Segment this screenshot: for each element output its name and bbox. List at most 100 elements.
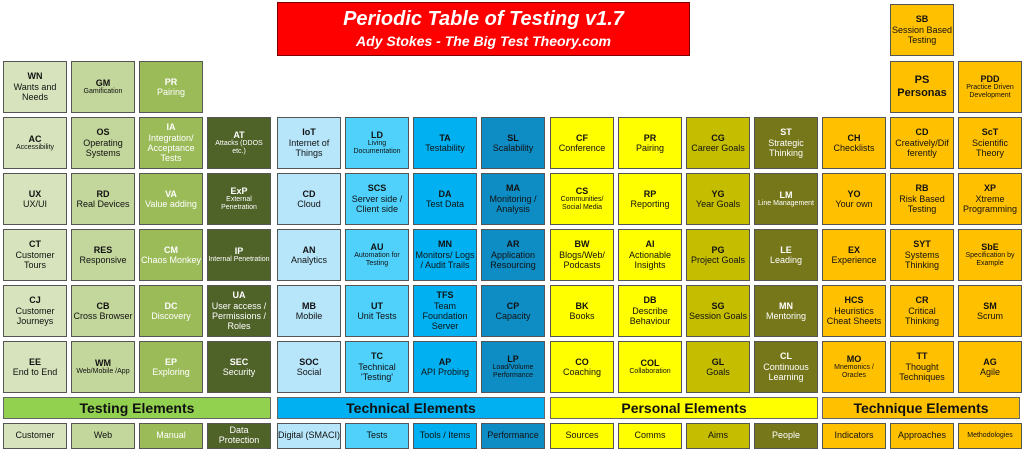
element-name: Actionable Insights [628, 249, 672, 271]
element-symbol: OS [96, 127, 110, 138]
element-symbol: CO [575, 356, 589, 367]
footer-label-13: Approaches [890, 423, 954, 449]
element-symbol: AG [983, 356, 997, 367]
element-symbol: YG [711, 188, 725, 199]
element-name: Experience [831, 255, 877, 265]
element-symbol: AP [438, 356, 452, 367]
element-symbol: CG [711, 132, 725, 143]
element-name: Internal Penetration [208, 256, 270, 264]
element-cell-col: COL Collaboration [618, 341, 682, 393]
element-cell-bk: BK Books [550, 285, 614, 337]
element-symbol: CP [506, 300, 520, 311]
element-symbol: CD [915, 127, 929, 138]
element-cell-bw: BW Blogs/Web/ Podcasts [550, 229, 614, 281]
element-cell-res: RES Responsive [71, 229, 135, 281]
element-cell-tt: TT Thought Techniques [890, 341, 954, 393]
element-cell-hcs: HCS Heuristics Cheat Sheets [822, 285, 886, 337]
element-symbol: RD [96, 188, 110, 199]
element-cell-cj: CJ Customer Journeys [3, 285, 67, 337]
element-name: Books [569, 311, 595, 321]
footer-label-11: People [754, 423, 818, 449]
element-cell-ap: AP API Probing [413, 341, 477, 393]
element-name: Personas [897, 87, 947, 99]
element-symbol: EX [847, 244, 860, 255]
footer-label-4: Digital (SMACI) [277, 423, 341, 449]
title-banner: Periodic Table of Testing v1.7 Ady Stoke… [277, 2, 690, 56]
element-cell-exp: ExP External Penetration [207, 173, 271, 225]
element-name: Goals [706, 367, 730, 377]
element-name: Scrum [976, 311, 1003, 321]
element-name: Application Resourcing [490, 249, 536, 271]
element-symbol: ST [780, 127, 792, 138]
element-name: Pairing [635, 143, 664, 153]
element-symbol: AU [370, 241, 384, 252]
element-name: Server side / Client side [351, 193, 403, 215]
element-cell-cl: CL Continuous Learning [754, 341, 818, 393]
element-symbol: SB [915, 14, 929, 25]
element-name: Pairing [156, 87, 185, 97]
element-symbol: TA [439, 132, 451, 143]
element-name: Test Data [425, 199, 465, 209]
element-symbol: TT [916, 351, 928, 362]
element-symbol: IA [166, 122, 176, 133]
element-cell-le: LE Leading [754, 229, 818, 281]
element-cell-ma: MA Monitoring / Analysis [481, 173, 545, 225]
element-cell-mo: MO Mnemonics / Oracles [822, 341, 886, 393]
element-symbol: SM [983, 300, 997, 311]
element-cell-an: AN Analytics [277, 229, 341, 281]
element-name: Mobile [295, 311, 323, 321]
element-symbol: CH [847, 132, 861, 143]
element-name: Xtreme Programming [962, 193, 1018, 215]
element-cell-cg: CG Career Goals [686, 117, 750, 169]
element-cell-sl: SL Scalability [481, 117, 545, 169]
element-cell-rp: RP Reporting [618, 173, 682, 225]
element-name: Monitoring / Analysis [489, 193, 537, 215]
element-symbol: RES [93, 244, 113, 255]
element-name: Session Based Testing [891, 24, 953, 46]
element-cell-ua: UA User access / Permissions / Roles [207, 285, 271, 337]
element-cell-os: OS Operating Systems [71, 117, 135, 169]
element-symbol: RB [915, 183, 929, 194]
element-symbol: SYT [913, 239, 931, 250]
element-symbol: TFS [436, 290, 454, 301]
footer-label-7: Performance [481, 423, 545, 449]
element-name: Heuristics Cheat Sheets [826, 305, 882, 327]
element-cell-cm: CM Chaos Monkey [139, 229, 203, 281]
element-name: Describe Behaviour [629, 305, 671, 327]
element-name: Wants and Needs [13, 81, 57, 103]
element-name: Thought Techniques [899, 361, 945, 383]
element-name: Creatively/Dif ferently [895, 137, 949, 159]
element-symbol: RP [643, 188, 657, 199]
element-cell-cp: CP Capacity [481, 285, 545, 337]
element-name: Session Goals [688, 311, 748, 321]
element-symbol: CF [576, 132, 588, 143]
element-cell-sm: SM Scrum [958, 285, 1022, 337]
element-name: Reporting [630, 199, 670, 209]
element-symbol: IoT [302, 127, 316, 138]
element-cell-va: VA Value adding [139, 173, 203, 225]
element-name: Responsive [79, 255, 127, 265]
element-symbol: AT [233, 129, 245, 140]
category-technical-elements: Technical Elements [277, 397, 545, 419]
element-cell-gm: GM Gamification [71, 61, 135, 113]
element-name: Technical 'Testing' [358, 361, 396, 383]
element-cell-yg: YG Year Goals [686, 173, 750, 225]
footer-label-14: Methodologies [958, 423, 1022, 449]
element-cell-tfs: TFS Team Foundation Server [413, 285, 477, 337]
element-cell-wm: WM Web/Mobile /App [71, 341, 135, 393]
element-name: Cloud [297, 199, 321, 209]
category-testing-elements: Testing Elements [3, 397, 271, 419]
element-symbol: YO [847, 188, 861, 199]
element-cell-scs: SCS Server side / Client side [345, 173, 409, 225]
category-personal-elements: Personal Elements [550, 397, 818, 419]
element-name: Strategic Thinking [768, 137, 804, 159]
element-name: Exploring [152, 367, 190, 377]
element-cell-au: AU Automation for Testing [345, 229, 409, 281]
element-symbol: COL [640, 357, 660, 368]
element-symbol: LD [371, 129, 383, 140]
element-name: Value adding [145, 199, 197, 209]
element-cell-cb: CB Cross Browser [71, 285, 135, 337]
element-symbol: UA [232, 290, 246, 301]
element-cell-ux: UX UX/UI [3, 173, 67, 225]
element-name: API Probing [420, 367, 470, 377]
